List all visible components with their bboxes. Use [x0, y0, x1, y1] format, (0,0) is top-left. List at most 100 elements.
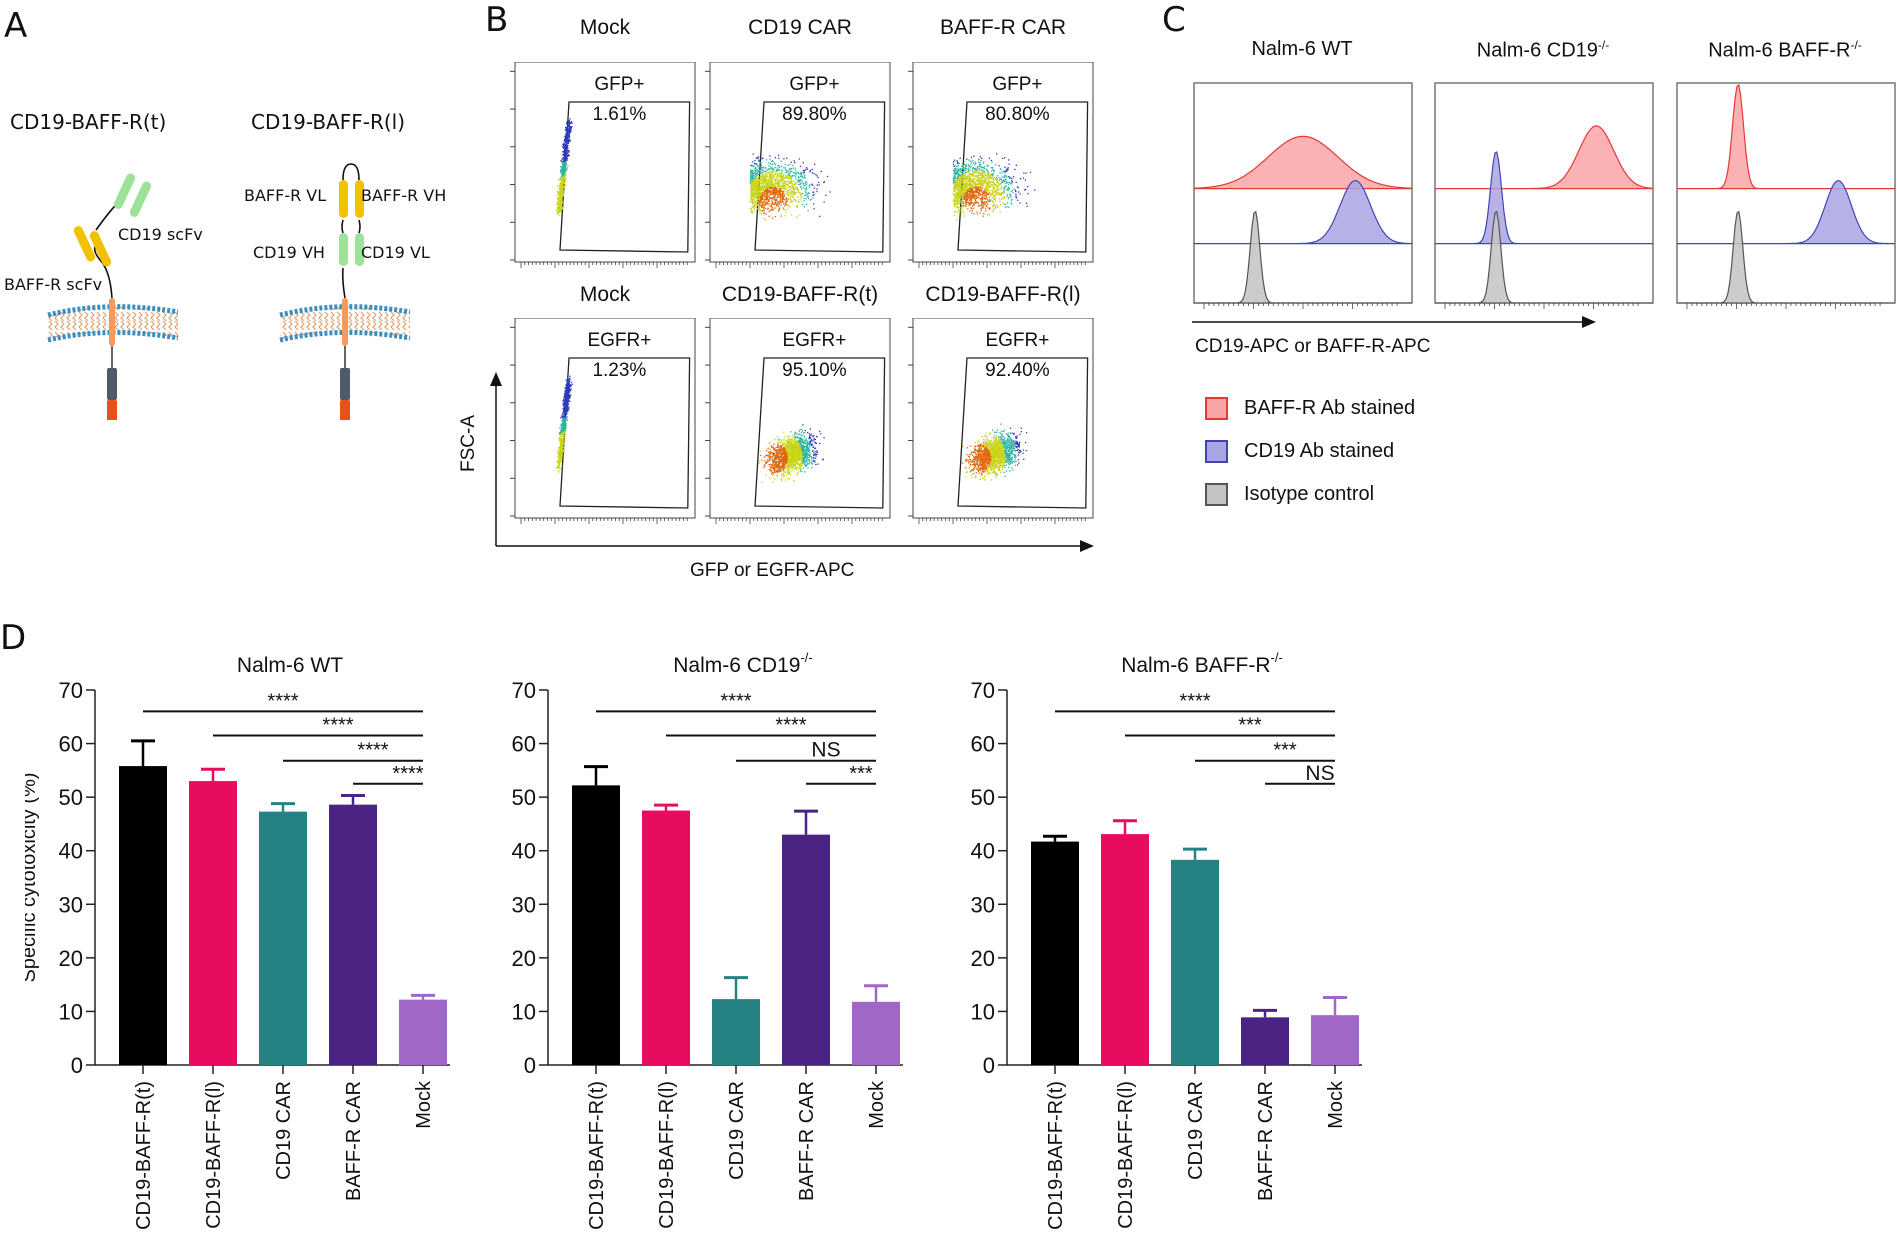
event-dot [565, 417, 568, 419]
event-dot [999, 168, 1002, 170]
event-dot [997, 175, 999, 177]
event-dot [559, 459, 562, 461]
event-dot [967, 185, 969, 187]
event-dot [972, 167, 974, 170]
event-dot [785, 211, 787, 213]
event-dot [969, 160, 971, 162]
baffr-vl-label: BAFF-R VL [244, 186, 327, 205]
event-dot [985, 192, 988, 195]
event-dot [565, 145, 567, 147]
event-dot [961, 198, 963, 200]
event-dot [569, 138, 571, 140]
event-dot [750, 207, 753, 209]
event-dot [760, 187, 762, 189]
event-dot [966, 201, 968, 204]
event-dot [992, 180, 995, 182]
event-dot [775, 178, 777, 180]
event-dot [782, 182, 784, 184]
event-dot [969, 203, 971, 206]
event-dot [959, 179, 961, 181]
flow-plot-title: Mock [579, 283, 631, 306]
event-dot [957, 184, 959, 186]
event-dot [794, 181, 797, 183]
event-dot [749, 181, 752, 183]
event-dot [960, 191, 962, 193]
event-dot [565, 135, 567, 137]
event-dot [569, 389, 572, 391]
event-dot [761, 173, 764, 175]
event-dot [983, 189, 986, 191]
event-dot [761, 175, 763, 177]
event-dot [560, 195, 562, 197]
event-dot [787, 471, 789, 473]
event-dot [981, 187, 983, 189]
event-dot [1007, 189, 1009, 191]
event-dot [953, 175, 956, 177]
event-dot [568, 380, 570, 382]
event-dot [789, 171, 792, 173]
event-dot [988, 199, 991, 201]
event-dot [965, 182, 967, 184]
event-dot [774, 178, 776, 180]
event-dot [812, 197, 814, 199]
event-dot [813, 187, 815, 189]
event-dot [973, 178, 975, 180]
event-dot [785, 187, 788, 190]
event-dot [964, 186, 966, 188]
event-dot [982, 171, 984, 173]
event-dot [559, 450, 561, 452]
event-dot [758, 203, 761, 205]
event-dot [563, 168, 565, 170]
event-dot [989, 192, 991, 194]
event-dot [562, 434, 564, 436]
event-dot [754, 190, 756, 192]
event-dot [763, 193, 765, 196]
event-dot [564, 392, 566, 394]
event-dot [995, 177, 998, 179]
event-dot [562, 201, 565, 203]
event-dot [767, 180, 769, 182]
event-dot [973, 172, 975, 174]
event-dot [752, 203, 754, 205]
event-dot [965, 177, 967, 179]
event-dot [763, 172, 765, 174]
event-dot [810, 456, 812, 458]
event-dot [982, 198, 984, 200]
event-dot [799, 214, 801, 216]
event-dot [558, 469, 560, 471]
event-dot [987, 187, 989, 189]
event-dot [799, 465, 801, 467]
event-dot [567, 131, 570, 133]
event-dot [975, 175, 977, 177]
event-dot [953, 183, 955, 185]
event-dot [767, 191, 769, 193]
event-dot [754, 163, 756, 165]
event-dot [980, 171, 982, 174]
event-dot [794, 175, 796, 177]
event-dot [996, 187, 999, 189]
event-dot [567, 136, 569, 138]
event-dot [566, 384, 568, 386]
event-dot [977, 183, 979, 185]
event-dot [559, 448, 561, 450]
event-dot [763, 212, 765, 214]
event-dot [566, 382, 568, 384]
event-dot [559, 449, 561, 451]
event-dot [982, 173, 984, 175]
event-dot [778, 464, 780, 466]
event-dot [566, 134, 568, 137]
event-dot [963, 191, 965, 193]
event-dot [754, 210, 756, 212]
event-dot [767, 190, 769, 192]
event-dot [976, 175, 978, 177]
event-dot [956, 200, 958, 202]
event-dot [771, 181, 773, 183]
event-dot [565, 406, 567, 409]
event-dot [566, 400, 568, 403]
event-dot [970, 195, 973, 197]
event-dot [962, 189, 964, 191]
event-dot [768, 168, 770, 170]
event-dot [814, 447, 816, 450]
event-dot [567, 381, 569, 383]
event-dot [564, 169, 566, 171]
